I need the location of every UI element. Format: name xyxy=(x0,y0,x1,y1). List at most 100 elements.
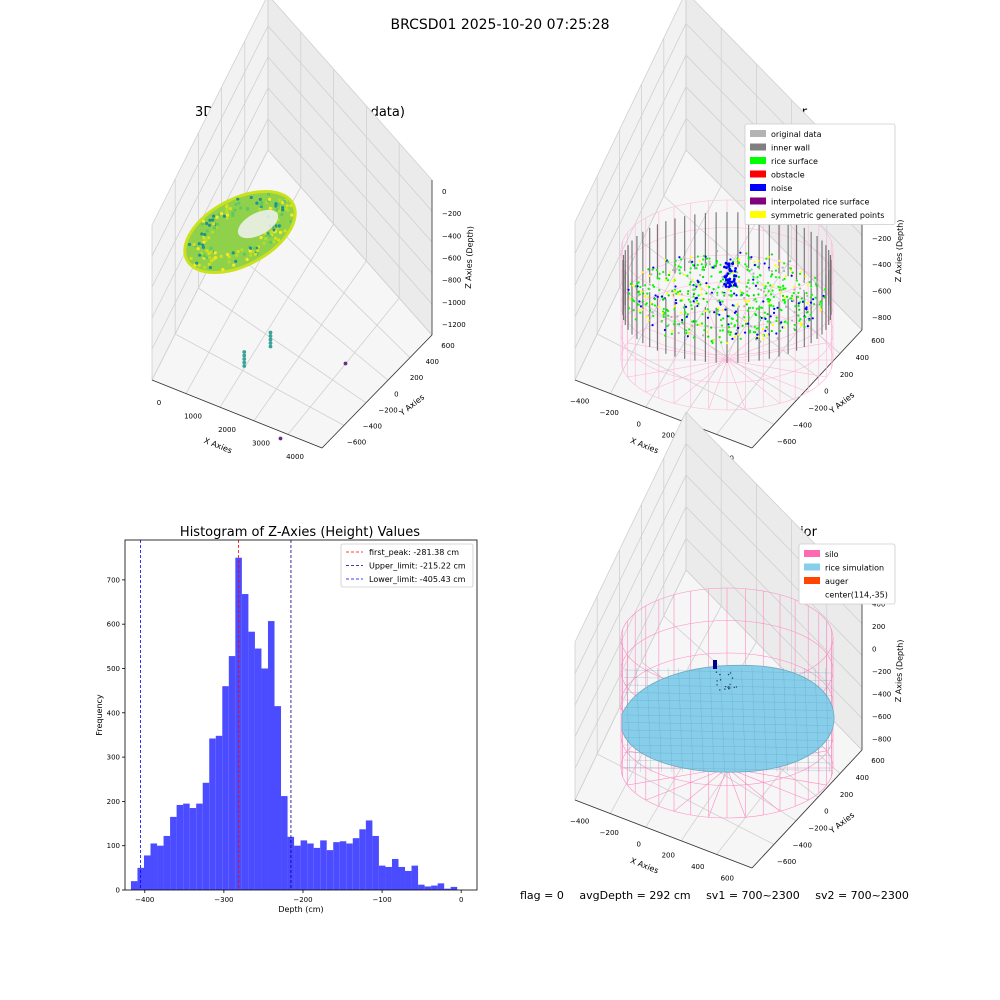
classified-point xyxy=(673,266,676,270)
noise-point xyxy=(728,277,732,281)
classified-point xyxy=(739,289,742,292)
grid-line xyxy=(685,506,863,688)
silo-wireframe-spoke xyxy=(645,327,728,361)
rice-surface-mesh xyxy=(623,729,833,734)
raw-point xyxy=(285,204,289,208)
classified-point xyxy=(680,293,683,296)
raw-point xyxy=(222,214,227,218)
classified-point xyxy=(746,290,749,293)
classified-point xyxy=(689,271,692,274)
grid-line xyxy=(641,241,819,378)
classified-point xyxy=(737,261,741,264)
classified-point xyxy=(627,307,631,310)
classified-point xyxy=(806,294,809,298)
raw-point xyxy=(288,219,292,224)
rice-surface-mesh xyxy=(623,714,833,719)
classified-point xyxy=(767,300,770,303)
x-tick-label: 200 xyxy=(662,852,675,860)
classified-point xyxy=(695,267,698,270)
classified-point xyxy=(641,300,644,303)
rice-surface-mesh xyxy=(657,667,662,773)
classified-point xyxy=(632,309,635,312)
histogram-bar xyxy=(170,816,177,890)
center-point xyxy=(731,677,734,679)
classified-point xyxy=(823,296,826,299)
chart-legend xyxy=(340,543,474,588)
silo-wireframe-spoke xyxy=(673,359,728,404)
classified-point xyxy=(721,329,724,332)
classified-point xyxy=(731,304,734,307)
classified-point xyxy=(772,305,775,308)
rice-surface-mesh xyxy=(678,667,683,773)
raw-point xyxy=(236,250,240,254)
classified-point xyxy=(725,306,728,309)
classified-point xyxy=(743,296,746,300)
classified-point xyxy=(683,316,686,319)
classified-point xyxy=(647,314,650,317)
classified-point xyxy=(653,304,657,307)
classified-point xyxy=(728,272,731,275)
classified-point xyxy=(671,329,674,332)
classified-point xyxy=(733,292,736,295)
flag-readout: flag = 0 xyxy=(520,889,564,902)
rice-surface-mesh xyxy=(646,667,652,773)
classified-point xyxy=(704,309,707,313)
y-axis-line xyxy=(321,334,433,449)
classified-point xyxy=(634,318,637,321)
classified-point xyxy=(805,291,808,295)
classified-point xyxy=(747,316,750,319)
y-tick-label: 600 xyxy=(871,337,884,345)
rice-surface-mesh xyxy=(699,667,704,773)
raw-outlier-point xyxy=(242,350,247,354)
y-tick-label: −600 xyxy=(777,858,796,866)
classified-point xyxy=(676,322,680,326)
classified-point xyxy=(766,312,769,316)
classified-point xyxy=(689,300,692,303)
classified-point xyxy=(782,287,785,291)
legend-swatch xyxy=(750,211,766,218)
classified-point xyxy=(793,323,796,326)
classified-point xyxy=(803,299,806,302)
sv1-readout: sv1 = 700~2300 xyxy=(706,889,800,902)
classified-point xyxy=(667,273,671,277)
classified-point xyxy=(750,256,753,259)
classified-point xyxy=(642,292,645,295)
rice-surface-mesh xyxy=(793,667,799,773)
grid-line xyxy=(574,538,687,769)
raw-point xyxy=(234,202,238,207)
classified-point xyxy=(731,272,734,275)
classified-point xyxy=(698,323,702,326)
raw-point xyxy=(208,265,213,270)
classified-point xyxy=(676,290,680,294)
grid-line xyxy=(574,23,687,254)
legend-swatch xyxy=(750,197,766,205)
classified-point xyxy=(719,263,722,266)
classified-point xyxy=(692,295,695,298)
histogram-bar xyxy=(241,594,249,890)
grid-line xyxy=(151,0,266,226)
classified-point xyxy=(662,315,665,319)
rice-surface-mesh xyxy=(623,669,833,674)
classified-point xyxy=(702,266,705,269)
raw-point xyxy=(195,261,199,265)
classified-point xyxy=(769,284,772,287)
classified-point xyxy=(742,292,745,295)
z-tick-label: −200 xyxy=(872,235,891,243)
classified-point xyxy=(670,332,673,335)
classified-point xyxy=(784,287,787,290)
histogram-bar xyxy=(365,820,373,890)
classified-point xyxy=(702,254,706,257)
classified-point xyxy=(752,282,755,285)
rice-surface-mesh xyxy=(623,744,833,749)
classified-point xyxy=(748,329,752,332)
x-tick-label: 3000 xyxy=(252,440,270,448)
classified-point xyxy=(689,259,692,262)
classified-point xyxy=(629,298,632,301)
classified-point xyxy=(748,306,752,309)
classified-point xyxy=(685,329,688,332)
z-tick-label: −800 xyxy=(872,314,891,322)
classified-point xyxy=(701,313,704,316)
classified-point xyxy=(651,303,654,306)
classified-point xyxy=(661,295,664,298)
classified-point xyxy=(769,275,773,278)
